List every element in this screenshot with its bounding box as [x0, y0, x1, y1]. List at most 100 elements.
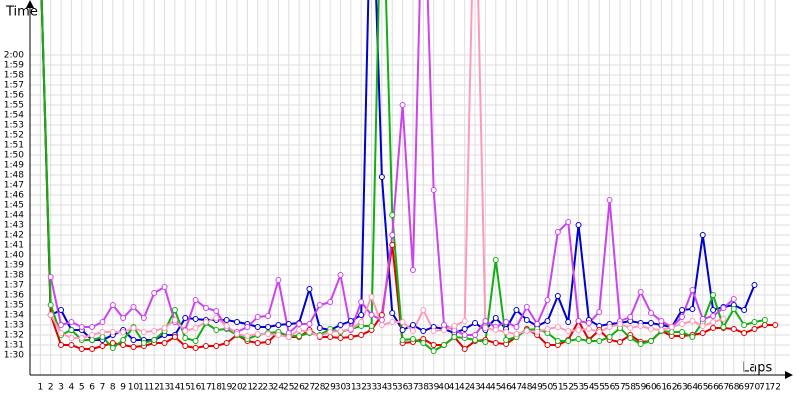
point [109, 302, 116, 308]
point [234, 319, 240, 325]
point [513, 331, 520, 337]
point [109, 345, 116, 351]
point [575, 336, 582, 342]
point [679, 321, 686, 327]
point [140, 315, 147, 321]
point [689, 306, 696, 312]
point [658, 318, 665, 324]
y-tick-label: 1:43 [4, 221, 24, 231]
point [161, 284, 168, 290]
point [89, 346, 96, 352]
point [109, 329, 116, 335]
point [668, 329, 675, 335]
point [720, 324, 727, 330]
point [47, 274, 54, 280]
point [254, 331, 261, 337]
point [130, 344, 137, 350]
point [472, 332, 479, 338]
point [316, 325, 323, 331]
point [451, 323, 458, 329]
point [523, 317, 530, 323]
point [679, 307, 686, 313]
point [151, 337, 158, 343]
x-tick-label: 71 [759, 383, 770, 393]
point [585, 320, 592, 326]
point [109, 340, 116, 346]
x-tick-label: 7 [100, 383, 106, 393]
point [213, 315, 220, 321]
x-tick-label: 16 [190, 383, 202, 393]
point [503, 337, 510, 343]
x-tick-label: 34 [376, 383, 388, 393]
x-tick-label: 6 [89, 383, 95, 393]
x-tick-label: 52 [562, 383, 573, 393]
point [420, 340, 427, 346]
point [296, 333, 303, 339]
x-tick-label: 46 [500, 383, 512, 393]
point [151, 290, 158, 296]
x-tick-label: 40 [438, 383, 450, 393]
point [265, 313, 272, 319]
point [120, 329, 127, 335]
point [658, 327, 665, 333]
x-tick-label: 24 [273, 383, 285, 393]
point [265, 324, 272, 330]
point [285, 321, 292, 327]
point [730, 326, 737, 332]
point [327, 299, 334, 305]
point [223, 317, 230, 323]
point [606, 324, 613, 330]
x-tick-label: 33 [366, 383, 377, 393]
point [389, 319, 396, 325]
point [482, 339, 489, 345]
y-tick-label: 1:36 [4, 291, 24, 301]
x-tick-label: 49 [531, 383, 543, 393]
point [337, 272, 344, 278]
point [213, 308, 220, 314]
point [68, 319, 75, 325]
point [99, 334, 106, 340]
x-tick-label: 5 [79, 383, 85, 393]
point [58, 322, 65, 328]
point [648, 338, 654, 344]
y-tick-label: 1:50 [4, 151, 24, 161]
point [182, 343, 189, 349]
point [761, 317, 768, 323]
x-tick-label: 9 [120, 383, 126, 393]
point [461, 318, 468, 324]
point [761, 322, 768, 328]
x-tick-label: 31 [345, 383, 356, 393]
point [275, 332, 282, 338]
point [202, 305, 209, 311]
point [171, 334, 178, 340]
point [575, 318, 582, 324]
y-tick-label: 1:37 [4, 281, 24, 291]
point [120, 315, 127, 321]
x-tick-label: 58 [625, 383, 637, 393]
point [503, 329, 510, 335]
y-tick-label: 1:40 [4, 251, 24, 261]
x-tick-label: 44 [480, 383, 492, 393]
point [565, 319, 572, 325]
point [679, 314, 686, 320]
x-tick-label: 69 [738, 383, 750, 393]
point [513, 324, 520, 330]
point [648, 320, 654, 326]
point [306, 286, 313, 292]
point [699, 316, 706, 322]
point [223, 323, 230, 329]
y-tick-label: 1:58 [4, 71, 24, 81]
point [213, 327, 220, 333]
point [47, 312, 54, 318]
point [389, 212, 396, 218]
y-tick-label: 1:55 [4, 101, 24, 111]
point [648, 310, 654, 316]
y-tick-label: 1:41 [4, 241, 24, 251]
point [327, 334, 334, 340]
x-tick-label: 27 [304, 383, 315, 393]
point [730, 296, 737, 302]
point [389, 310, 396, 316]
y-tick-label: 1:42 [4, 231, 24, 241]
x-tick-label: 57 [614, 383, 625, 393]
point [254, 340, 261, 346]
